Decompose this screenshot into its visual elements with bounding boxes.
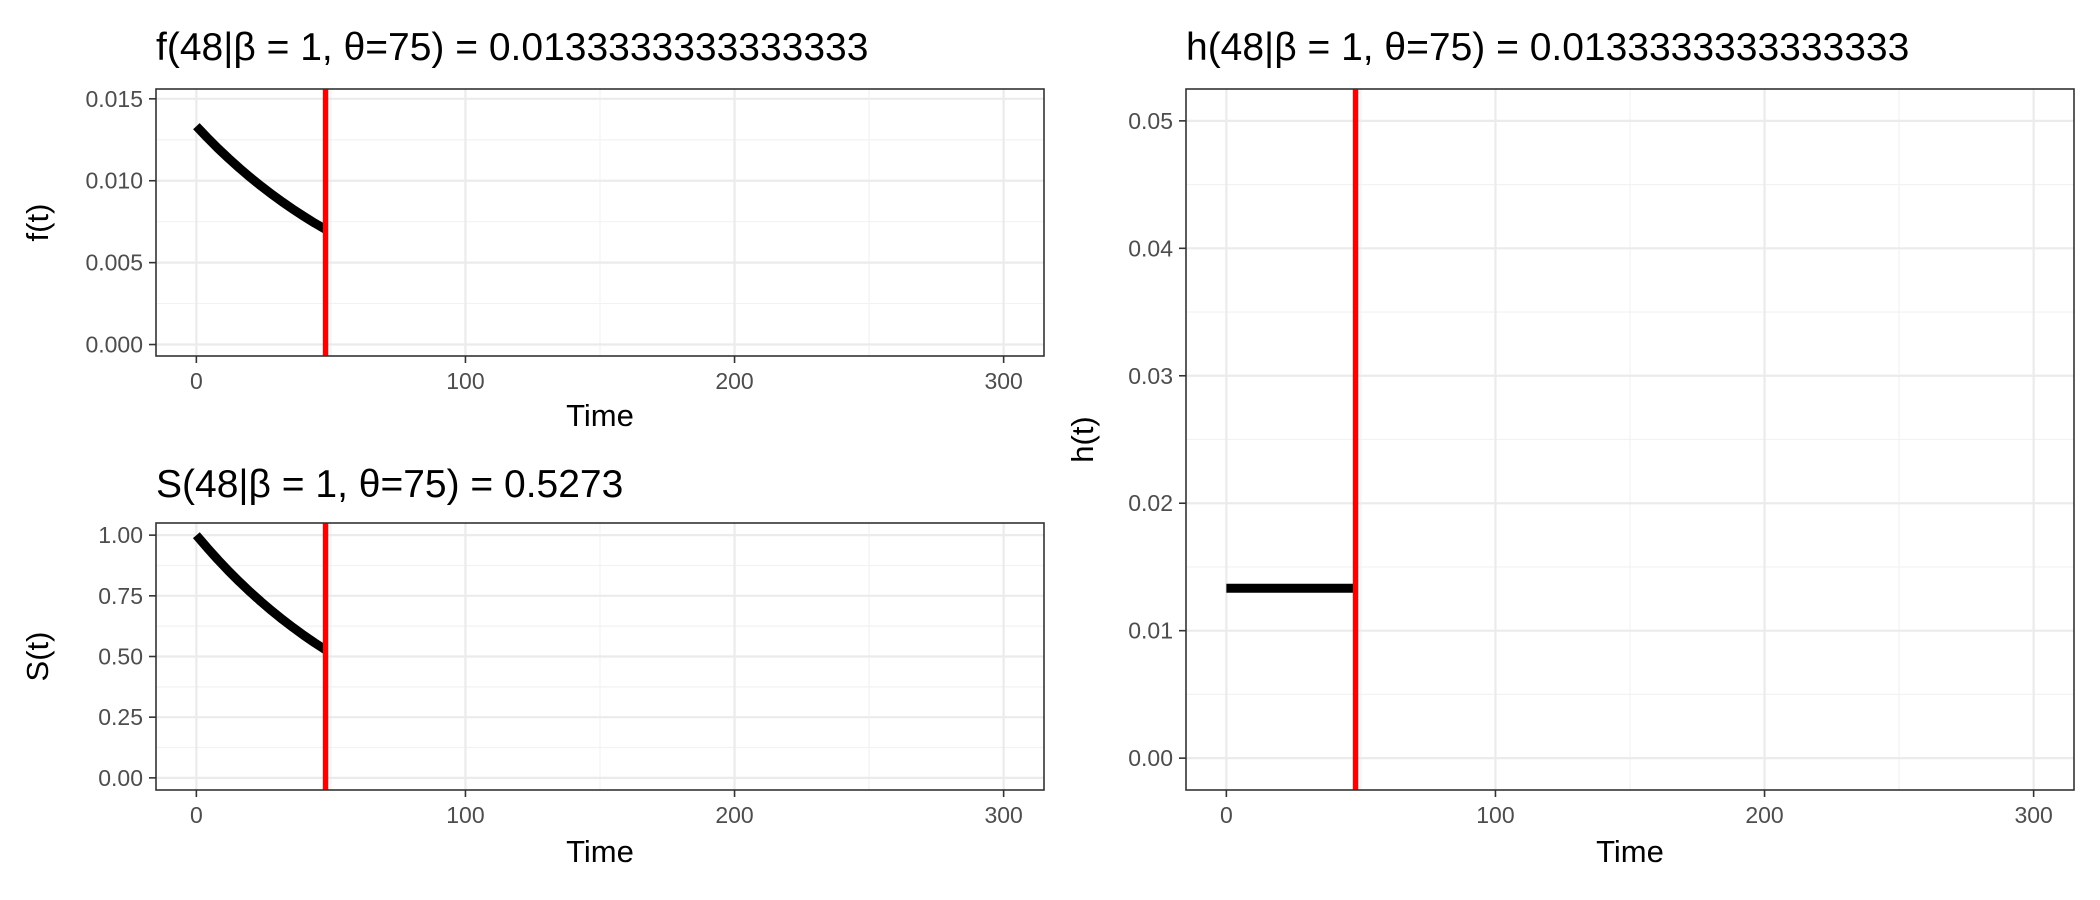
y-tick-label: 0.015: [85, 86, 143, 112]
y-tick-label: 0.04: [1128, 235, 1173, 261]
x-tick-label: 300: [984, 802, 1022, 828]
x-tick-label: 200: [715, 802, 753, 828]
y-tick-label: 0.02: [1128, 490, 1173, 516]
y-tick-label: 0.010: [85, 168, 143, 194]
x-tick-label: 100: [1476, 802, 1514, 828]
survival-curve: [192, 532, 328, 654]
hazard-panel: 0 100 200 300 0.00 0.01 0.02 0.03 0.04 0.05 h(48|β…: [1065, 26, 2075, 869]
y-tick-label: 0.01: [1128, 618, 1173, 644]
hazard-x-axis-title: Time: [1596, 834, 1664, 869]
density-title: f(48|β = 1, θ=75) = 0.0133333333333333: [156, 26, 868, 69]
x-tick-label: 300: [984, 368, 1022, 394]
survival-title: S(48|β = 1, θ=75) = 0.5273: [156, 463, 623, 506]
x-tick-label: 100: [446, 802, 484, 828]
x-tick-label: 300: [2014, 802, 2052, 828]
density-panel: 0 100 200 300 0.000 0.005 0.010 0.015 f(48|β = 1…: [20, 26, 1045, 433]
y-tick-label: 0.03: [1128, 363, 1173, 389]
y-tick-label: 0.25: [98, 704, 143, 730]
y-tick-label: 0.000: [85, 332, 143, 358]
y-tick-label: 0.005: [85, 250, 143, 276]
x-tick-label: 0: [1220, 802, 1233, 828]
x-tick-label: 200: [715, 368, 753, 394]
y-tick-label: 0.00: [1128, 745, 1173, 771]
hazard-y-axis-title: h(t): [1065, 416, 1100, 463]
x-tick-label: 0: [190, 802, 203, 828]
survival-x-axis-title: Time: [566, 834, 634, 869]
x-tick-label: 0: [190, 368, 203, 394]
hazard-panel-border: [1185, 88, 2075, 791]
survival-panel: 0 100 200 300 0.00 0.25 0.50 0.75 1.00 S(48|β = 1…: [20, 463, 1045, 869]
density-curve: [193, 123, 328, 234]
x-tick-label: 100: [446, 368, 484, 394]
y-tick-label: 1.00: [98, 522, 143, 548]
survival-y-axis-title: S(t): [20, 632, 55, 682]
x-tick-label: 200: [1745, 802, 1783, 828]
hazard-title: h(48|β = 1, θ=75) = 0.0133333333333333: [1186, 26, 1909, 69]
density-y-axis-title: f(t): [20, 204, 55, 242]
density-panel-border: [155, 88, 1045, 357]
y-tick-label: 0.00: [98, 765, 143, 791]
y-tick-label: 0.05: [1128, 108, 1173, 134]
density-x-axis-title: Time: [566, 398, 634, 433]
y-tick-label: 0.75: [98, 583, 143, 609]
y-tick-label: 0.50: [98, 644, 143, 670]
